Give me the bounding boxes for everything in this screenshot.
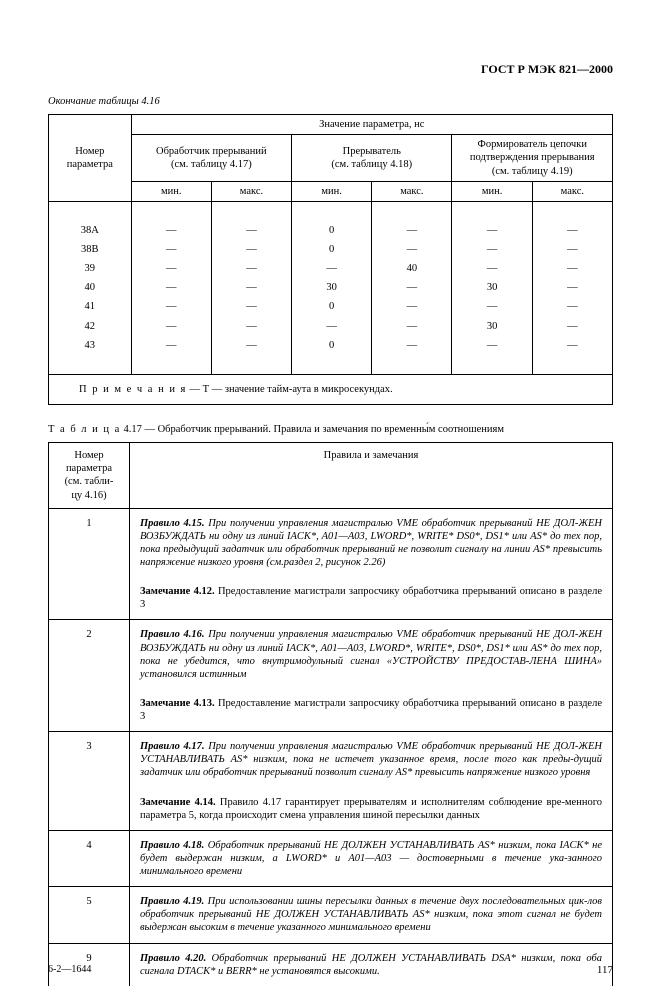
table-row: 2Правило 4.16. При получении управления …: [49, 620, 613, 689]
page-footer: 6-2—1644 117: [48, 964, 613, 978]
table-row: 5Правило 4.19. При использовании шины пе…: [49, 887, 613, 943]
table-4-17: Номер параметра (см. табли- цу 4.16) Пра…: [48, 442, 613, 986]
note-text: — Т — значение тайм-аута в микросекундах…: [187, 384, 393, 395]
document-number: ГОСТ Р МЭК 821—2000: [48, 62, 613, 77]
footer-signature: 6-2—1644: [48, 964, 91, 977]
th-group1: Обработчик прерываний (см. таблицу 4.17): [131, 135, 291, 181]
note-label: П р и м е ч а н и я: [79, 384, 187, 395]
th-min: мин.: [131, 181, 211, 201]
caption-label: Т а б л и ц а: [48, 424, 121, 435]
table-row: 3Правило 4.17. При получении управления …: [49, 732, 613, 788]
table-row: 41——0———: [49, 297, 613, 316]
th-param-417: Номер параметра (см. табли- цу 4.16): [49, 443, 130, 509]
table-row: 40——30—30—: [49, 278, 613, 297]
table-row: 42————30—: [49, 317, 613, 336]
th-group2-label: Прерыватель: [343, 146, 401, 157]
table-row: 4Правило 4.18. Обработчик прерываний НЕ …: [49, 830, 613, 886]
th-group3: Формирователь цепочки подтверждения прер…: [452, 135, 613, 181]
page-number: 117: [597, 964, 613, 978]
th-super: Значение параметра, нс: [131, 115, 612, 135]
table-row: 1Правило 4.15. При получении управления …: [49, 508, 613, 577]
th-group3-label: Формирователь цепочки подтверждения прер…: [470, 139, 595, 163]
table-row: 38А——0———: [49, 221, 613, 240]
th-group2: Прерыватель (см. таблицу 4.18): [292, 135, 452, 181]
table-4-16-continuation: Окончание таблицы 4.16: [48, 95, 613, 108]
th-max: макс.: [532, 181, 612, 201]
table-4-16-note: П р и м е ч а н и я — Т — значение тайм-…: [49, 374, 613, 404]
th-group3-sub: (см. таблицу 4.19): [492, 166, 573, 177]
th-group1-sub: (см. таблицу 4.17): [171, 159, 252, 170]
caption-rest: 4.17 — Обработчик прерываний. Правила и …: [121, 424, 504, 435]
table-row: 39———40——: [49, 259, 613, 278]
th-max: макс.: [372, 181, 452, 201]
th-group1-label: Обработчик прерываний: [156, 146, 267, 157]
page: ГОСТ Р МЭК 821—2000 Окончание таблицы 4.…: [0, 0, 661, 998]
th-min: мин.: [452, 181, 532, 201]
th-group2-sub: (см. таблицу 4.18): [331, 159, 412, 170]
table-row: 38В——0———: [49, 240, 613, 259]
th-min: мин.: [292, 181, 372, 201]
table-row: 43——0———: [49, 336, 613, 355]
th-param: Номер параметра: [49, 115, 132, 202]
table-4-16: Номер параметра Значение параметра, нс О…: [48, 114, 613, 405]
table-4-17-caption: Т а б л и ц а 4.17 — Обработчик прерыван…: [48, 423, 613, 436]
table-row: Замечание 4.14. Правило 4.17 гарантирует…: [49, 788, 613, 831]
th-rules-417: Правила и замечания: [130, 443, 613, 509]
table-row: Замечание 4.13. Предоставление магистрал…: [49, 689, 613, 732]
table-row: Замечание 4.12. Предоставление магистрал…: [49, 577, 613, 620]
th-max: макс.: [211, 181, 291, 201]
